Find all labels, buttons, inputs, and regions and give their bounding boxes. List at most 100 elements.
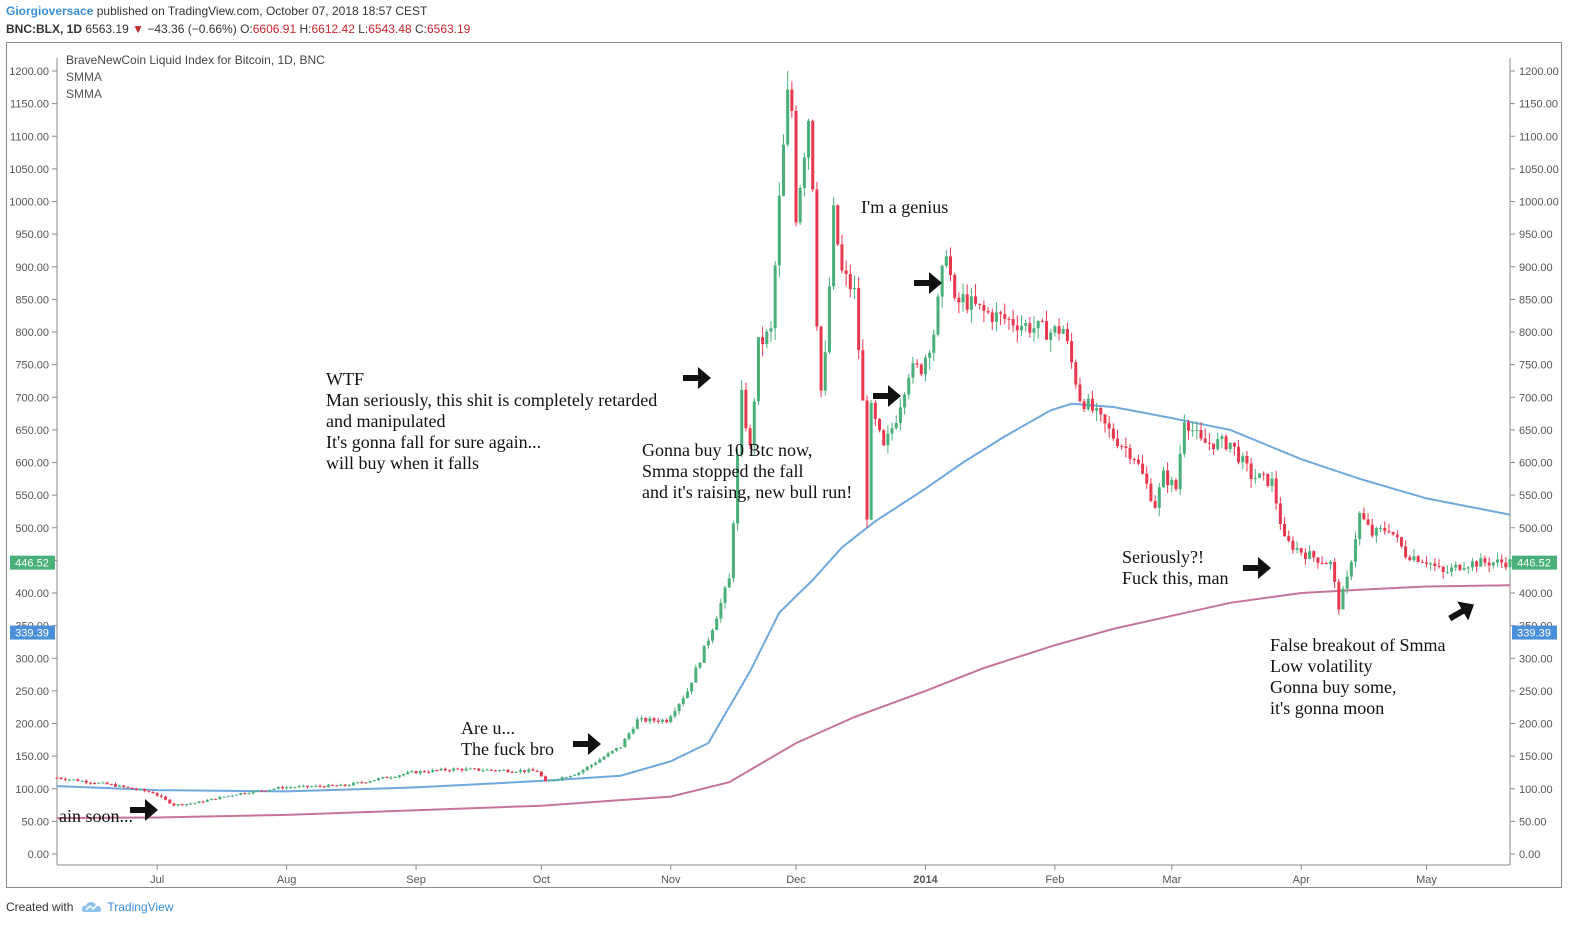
candle-body [134,788,138,790]
candle-body [944,256,948,266]
candle-body [961,294,965,303]
candle-body [564,777,568,779]
candle-body [422,771,426,773]
candle-body [1212,443,1216,450]
candle-body [878,419,882,431]
candle-body [493,770,497,772]
candle-body [1053,326,1057,333]
candle-body [777,195,781,266]
price-tag-left [10,555,55,570]
candle-body [1178,453,1182,490]
indicator-smma-2[interactable]: SMMA [66,87,102,101]
candle-body [109,784,113,786]
candle-body [715,618,719,630]
candle-body [1253,477,1257,479]
candle-body [1287,536,1291,541]
candle-body [1466,567,1470,569]
candle-body [957,297,961,303]
candle-body [999,312,1003,315]
open-label: O: [240,22,253,36]
candle-body [589,764,593,767]
candle-body [473,768,477,770]
candle-body [389,777,393,779]
candle-body [1483,558,1487,563]
candle-body [919,364,923,375]
candle-body [55,777,59,779]
candle-body [1374,528,1378,536]
candle-body [1224,436,1228,450]
candle-body [310,786,314,788]
annotation-line: and manipulated [326,411,445,431]
candle-body [665,719,669,723]
candle-body [736,454,740,524]
candle-body [756,337,760,402]
price-tag-left-label: 446.52 [15,558,49,570]
y-tick-label-right: 800.00 [1519,327,1553,339]
candle-body [1450,567,1454,572]
candle-body [836,205,840,245]
indicator-smma-1[interactable]: SMMA [66,70,102,84]
down-arrow-icon: ▼ [132,22,144,36]
candle-body [301,785,305,787]
candle-body [681,698,685,704]
candle-body [635,719,639,729]
candle-body [1245,455,1249,464]
candle-body [1391,531,1395,535]
candle-body [994,312,998,322]
candle-body [222,796,226,798]
candle-body [456,768,460,770]
candle-body [272,788,276,790]
candle-body [1036,320,1040,329]
candle-body [189,803,193,805]
change-value: −43.36 (−0.66%) [147,22,237,36]
candle-body [560,777,564,780]
price-tag-right [1512,555,1557,570]
candle-body [402,774,406,776]
candle-body [614,748,618,751]
candle-body [1107,423,1111,429]
candle-body [852,287,856,290]
y-tick-label-right: 0.00 [1519,849,1540,861]
tradingview-link[interactable]: TradingView [107,900,174,914]
candle-body [744,389,748,429]
candle-body [1399,537,1403,547]
y-tick-label-right: 250.00 [1519,686,1553,698]
candle-body [769,328,773,332]
candle-body [1458,564,1462,570]
candle-body [748,428,752,446]
candle-body [418,771,422,774]
y-tick-label: 500.00 [15,523,49,535]
candle-body [414,771,418,774]
candle-body [827,286,831,353]
candle-body [368,781,372,783]
price-chart[interactable]: 0.00 0.00 50.00 50.00 100.00 100.00 150.00 150.… [0,0,1590,900]
candle-body [585,766,589,770]
candle-body [143,789,147,792]
candle-body [556,779,560,781]
chart-frame[interactable] [6,42,1562,888]
y-tick-label-right: 500.00 [1519,523,1553,535]
high-value: 6612.42 [311,22,355,36]
candle-body [723,587,727,603]
candle-body [610,750,614,754]
x-tick-label: Feb [1045,874,1064,886]
candle-body [1111,428,1115,439]
candle-body [823,352,827,391]
candle-body [882,430,886,446]
author-link[interactable]: Giorgioversace [6,4,94,18]
y-tick-label-right: 600.00 [1519,458,1553,470]
candle-body [1316,557,1320,563]
candle-body [928,352,932,358]
annotation-soon: ain soon... [59,806,133,826]
candle-body [815,189,819,327]
candle-body [485,769,489,771]
candle-body [260,790,264,792]
candle-body [243,793,247,795]
ohlc-line: BNC:BLX, 1D 6563.19 ▼ −43.36 (−0.66%) O:… [6,22,470,36]
annotation-line: Fuck this, man [1122,568,1229,588]
annotation-line: Smma stopped the fall [642,461,803,481]
annotation-line: Gonna buy some, [1270,677,1396,697]
annotation-line: WTF [326,369,364,389]
tradingview-cloud-icon [82,902,102,912]
candle-body [205,800,209,802]
